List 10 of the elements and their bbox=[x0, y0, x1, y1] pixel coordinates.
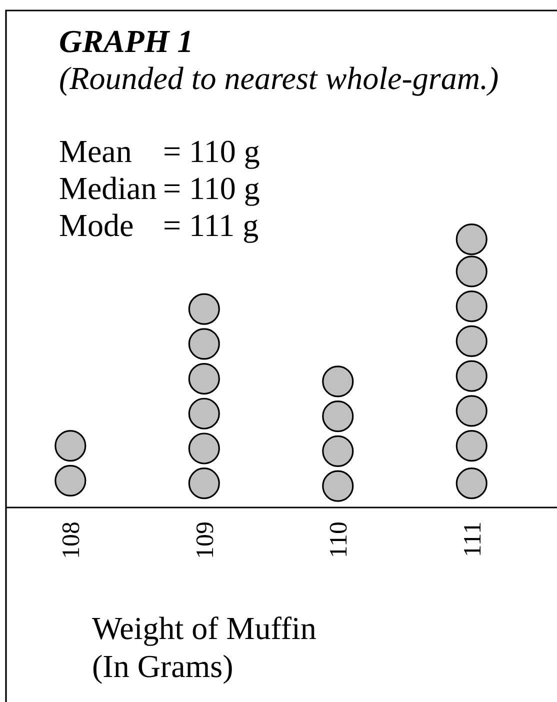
annotation: Mode = 111 g bbox=[59, 207, 259, 243]
chart-subtitle: (Rounded to nearest whole-gram.) bbox=[59, 60, 499, 96]
text: Median = 110 g bbox=[59, 170, 260, 206]
text: Mean = 110 g bbox=[59, 133, 260, 169]
x-tick-label: 108 bbox=[58, 522, 86, 559]
x-tick-label: 111 bbox=[459, 522, 486, 558]
x-tick-label: 109 bbox=[192, 522, 219, 559]
x-tick-label: 110 bbox=[326, 522, 353, 558]
chart-title: GRAPH 1 bbox=[59, 23, 194, 59]
x-axis-title: Weight of Muffin (In Grams) bbox=[92, 610, 316, 684]
